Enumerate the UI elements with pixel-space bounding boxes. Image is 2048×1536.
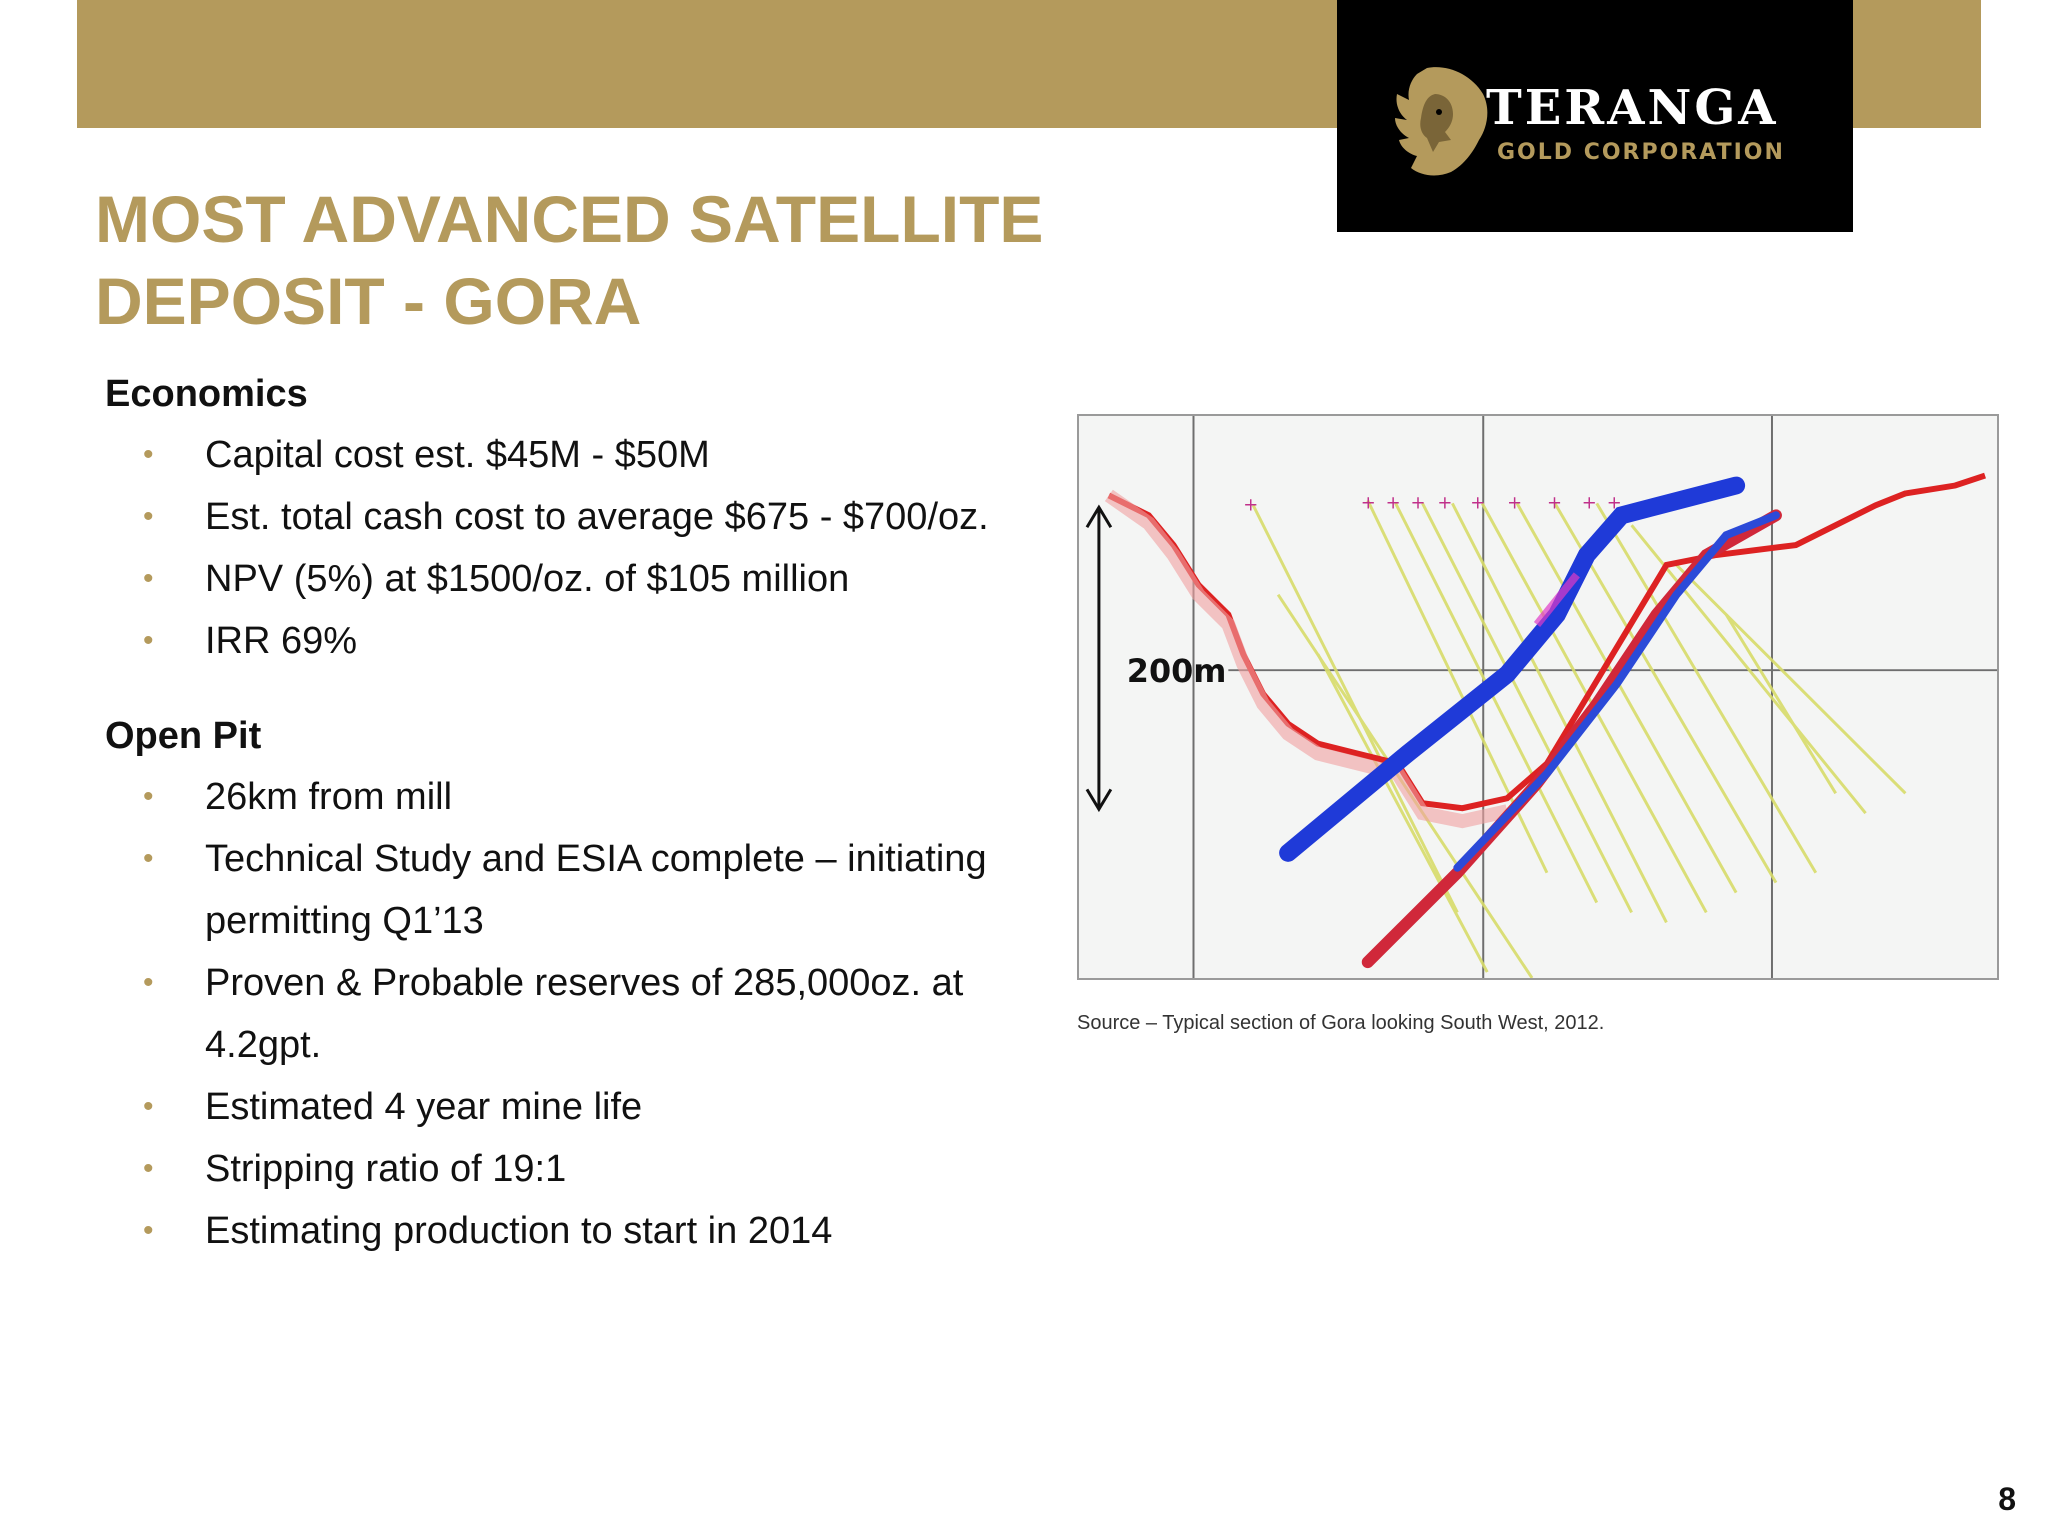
svg-text:+: + (1411, 492, 1426, 513)
logo-subtitle: GOLD CORPORATION (1497, 140, 1785, 165)
figure-caption: Source – Typical section of Gora looking… (1077, 1012, 1605, 1034)
svg-text:+: + (1607, 492, 1622, 513)
bullet-icon: • (143, 562, 154, 595)
bullet-icon: • (143, 500, 154, 533)
content-column: Economics • Capital cost est. $45M - $50M… (105, 370, 1065, 1262)
list-item: • Technical Study and ESIA complete – ini… (105, 828, 1065, 952)
page-title-line-2: DEPOSIT - GORA (95, 264, 642, 338)
svg-text:+: + (1582, 492, 1597, 513)
svg-text:+: + (1361, 492, 1376, 513)
list-item: • Proven & Probable reserves of 285,000oz… (105, 952, 1065, 1076)
bullet-icon: • (143, 624, 154, 657)
economics-heading: Economics (105, 373, 308, 415)
gora-cross-section-figure: + + + + + + + + + + 200m (1077, 414, 1999, 980)
open-pit-heading: Open Pit (105, 715, 262, 757)
company-logo: TERANGA GOLD CORPORATION (1337, 0, 1853, 232)
logo-wordmark: TERANGA (1486, 80, 1779, 136)
list-item: • Est. total cash cost to average $675 - … (105, 486, 1065, 548)
list-item: • 26km from mill (105, 766, 1065, 828)
page-title: MOST ADVANCED SATELLITE DEPOSIT - GORA (95, 178, 1195, 342)
bullet-icon: • (143, 966, 154, 999)
cross-section-image: + + + + + + + + + + 200m (1085, 416, 1997, 978)
page-title-line-1: MOST ADVANCED SATELLITE (95, 182, 1044, 256)
economics-list: • Capital cost est. $45M - $50M • Est. tot… (105, 424, 1065, 672)
scale-label: 200m (1127, 652, 1227, 690)
list-item: • Estimating production to start in 2014 (105, 1200, 1065, 1262)
bullet-icon: • (143, 780, 154, 813)
list-item: • Stripping ratio of 19:1 (105, 1138, 1065, 1200)
svg-text:+: + (1437, 492, 1452, 513)
bullet-icon: • (143, 438, 154, 471)
svg-text:+: + (1243, 494, 1258, 515)
svg-text:+: + (1386, 492, 1401, 513)
list-item: • Estimated 4 year mine life (105, 1076, 1065, 1138)
svg-text:+: + (1507, 492, 1522, 513)
open-pit-list: • 26km from mill • Technical Study and ESI… (105, 766, 1065, 1262)
bullet-icon: • (143, 842, 154, 875)
list-item: • NPV (5%) at $1500/oz. of $105 million (105, 548, 1065, 610)
svg-text:+: + (1547, 492, 1562, 513)
list-item: • IRR 69% (105, 610, 1065, 672)
bullet-icon: • (143, 1152, 154, 1185)
bullet-icon: • (143, 1090, 154, 1123)
lion-head-icon (1395, 67, 1488, 176)
list-item: • Capital cost est. $45M - $50M (105, 424, 1065, 486)
svg-text:+: + (1470, 492, 1485, 513)
page-number: 8 (1998, 1481, 2016, 1517)
bullet-icon: • (143, 1214, 154, 1247)
